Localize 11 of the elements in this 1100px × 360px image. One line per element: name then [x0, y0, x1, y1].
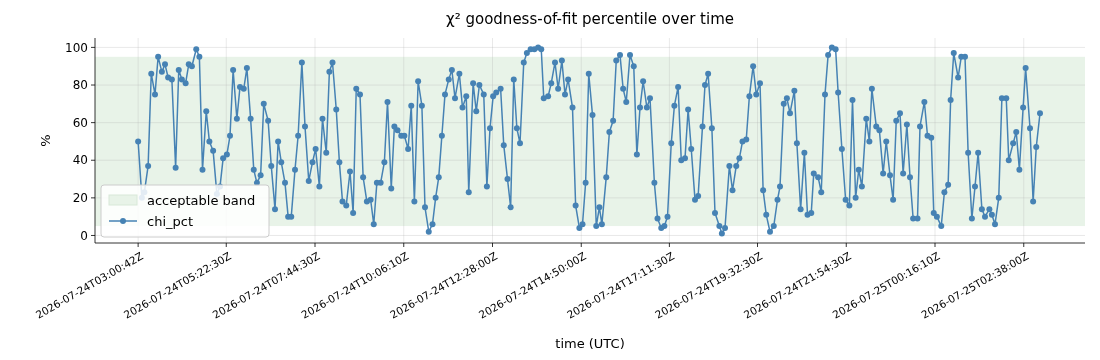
y-tick-label: 60	[72, 115, 88, 130]
y-tick-label: 20	[72, 191, 88, 206]
y-axis-title: %	[38, 134, 53, 147]
chart-title: χ² goodness-of-fit percentile over time	[446, 10, 734, 28]
y-tick-label: 80	[72, 78, 88, 93]
y-tick-label: 40	[72, 153, 88, 168]
legend-label: chi_pct	[147, 213, 193, 229]
x-axis-title: time (UTC)	[555, 336, 625, 351]
y-tick-label: 100	[65, 40, 88, 55]
y-tick-label: 0	[80, 228, 88, 243]
band-label: acceptable band	[147, 192, 256, 208]
